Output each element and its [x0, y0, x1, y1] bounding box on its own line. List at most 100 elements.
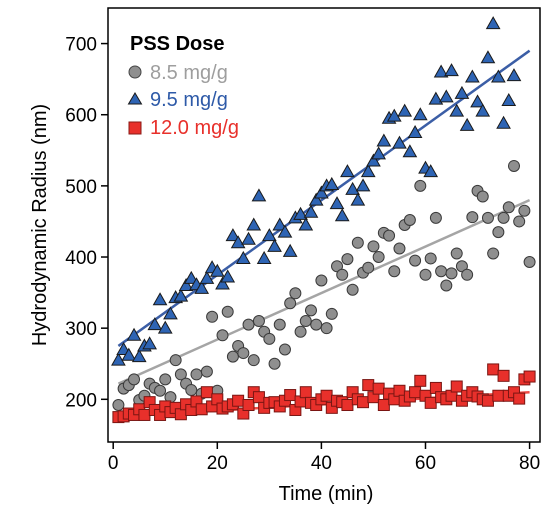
point-9-5-mg-g	[298, 217, 314, 231]
point-9-5-mg-g	[194, 280, 210, 294]
point-9-5-mg-g	[345, 181, 360, 195]
point-8-5-mg-g	[393, 242, 406, 255]
point-8-5-mg-g	[403, 214, 416, 227]
point-8-5-mg-g	[278, 343, 291, 356]
point-8-5-mg-g	[310, 318, 323, 331]
point-8-5-mg-g	[419, 268, 432, 281]
point-8-5-mg-g	[174, 368, 187, 381]
point-9-5-mg-g	[397, 103, 413, 117]
legend-label-9-5: 9.5 mg/g	[150, 89, 228, 111]
point-9-5-mg-g	[491, 69, 506, 83]
point-8-5-mg-g	[294, 325, 307, 338]
point-9-5-mg-g	[350, 192, 366, 206]
x-tick-label: 60	[415, 453, 436, 474]
point-12-0-mg-g	[138, 408, 151, 421]
point-9-5-mg-g	[225, 228, 241, 242]
point-9-5-mg-g	[438, 89, 454, 103]
point-8-5-mg-g	[440, 279, 453, 292]
y-axis: 200 300 400 500 600 700	[65, 35, 108, 411]
point-12-0-mg-g	[497, 369, 510, 382]
point-8-5-mg-g	[284, 297, 297, 310]
fit-line-8-5-mg-g	[117, 198, 531, 385]
point-8-5-mg-g	[523, 255, 536, 268]
point-9-5-mg-g	[272, 217, 288, 231]
point-9-5-mg-g	[433, 64, 449, 78]
point-9-5-mg-g	[131, 349, 147, 363]
point-9-5-mg-g	[428, 91, 444, 105]
point-9-5-mg-g	[366, 153, 381, 167]
point-8-5-mg-g	[221, 305, 234, 318]
point-8-5-mg-g	[409, 254, 422, 267]
point-8-5-mg-g	[492, 226, 505, 239]
point-8-5-mg-g	[461, 268, 474, 281]
point-9-5-mg-g	[376, 133, 392, 147]
point-8-5-mg-g	[200, 365, 213, 378]
point-9-5-mg-g	[282, 243, 298, 257]
point-8-5-mg-g	[273, 318, 286, 331]
legend-label-12-0: 12.0 mg/g	[150, 117, 239, 139]
point-8-5-mg-g	[169, 354, 182, 367]
point-8-5-mg-g	[518, 204, 531, 217]
point-12-0-mg-g	[320, 389, 333, 402]
point-9-5-mg-g	[407, 124, 423, 139]
point-12-0-mg-g	[362, 379, 375, 392]
point-12-0-mg-g	[492, 389, 505, 402]
point-9-5-mg-g	[230, 235, 246, 249]
point-9-5-mg-g	[261, 228, 277, 242]
point-8-5-mg-g	[299, 315, 312, 328]
legend-title: PSS Dose	[130, 33, 224, 55]
point-12-0-mg-g	[523, 370, 536, 383]
point-9-5-mg-g	[329, 196, 345, 210]
point-9-5-mg-g	[454, 85, 470, 99]
point-9-5-mg-g	[163, 306, 178, 320]
point-9-5-mg-g	[303, 204, 319, 218]
point-8-5-mg-g	[315, 274, 328, 287]
point-8-5-mg-g	[226, 350, 239, 363]
point-8-5-mg-g	[112, 399, 125, 412]
point-9-5-mg-g	[251, 188, 267, 202]
point-9-5-mg-g	[209, 263, 225, 277]
point-8-5-mg-g	[362, 261, 375, 274]
point-12-0-mg-g	[377, 399, 390, 412]
point-12-0-mg-g	[174, 408, 187, 421]
point-8-5-mg-g	[154, 384, 167, 397]
point-8-5-mg-g	[481, 211, 494, 224]
point-9-5-mg-g	[308, 192, 324, 206]
x-axis: 0 20 40 60 80	[108, 442, 540, 474]
point-8-5-mg-g	[252, 315, 265, 328]
plot-frame	[107, 7, 541, 443]
x-tick-label: 0	[108, 453, 119, 474]
point-8-5-mg-g	[429, 211, 442, 224]
point-9-5-mg-g	[199, 270, 215, 284]
point-8-5-mg-g	[507, 159, 520, 172]
point-9-5-mg-g	[256, 250, 272, 264]
point-9-5-mg-g	[360, 164, 376, 178]
y-axis-title: Hydrodynamic Radius (nm)	[29, 104, 51, 346]
point-9-5-mg-g	[470, 94, 485, 108]
point-8-5-mg-g	[424, 252, 437, 265]
point-9-5-mg-g	[183, 270, 199, 284]
point-9-5-mg-g	[220, 269, 236, 283]
point-9-5-mg-g	[178, 277, 194, 291]
point-9-5-mg-g	[506, 68, 522, 82]
point-8-5-mg-g	[320, 322, 333, 335]
point-8-5-mg-g	[242, 318, 255, 331]
point-9-5-mg-g	[444, 63, 459, 77]
point-12-0-mg-g	[284, 389, 297, 402]
legend-marker-square	[128, 121, 142, 135]
point-9-5-mg-g	[386, 108, 402, 122]
point-9-5-mg-g	[147, 317, 163, 331]
legend-label-8-5: 8.5 mg/g	[150, 62, 228, 84]
point-8-5-mg-g	[128, 373, 141, 386]
point-8-5-mg-g	[383, 229, 396, 242]
point-8-5-mg-g	[367, 240, 380, 253]
point-8-5-mg-g	[502, 201, 515, 214]
x-tick-label: 40	[311, 453, 332, 474]
point-8-5-mg-g	[268, 357, 281, 370]
point-8-5-mg-g	[185, 384, 198, 397]
point-9-5-mg-g	[355, 178, 371, 192]
point-9-5-mg-g	[152, 292, 168, 306]
point-12-0-mg-g	[357, 396, 370, 409]
point-8-5-mg-g	[159, 373, 172, 386]
